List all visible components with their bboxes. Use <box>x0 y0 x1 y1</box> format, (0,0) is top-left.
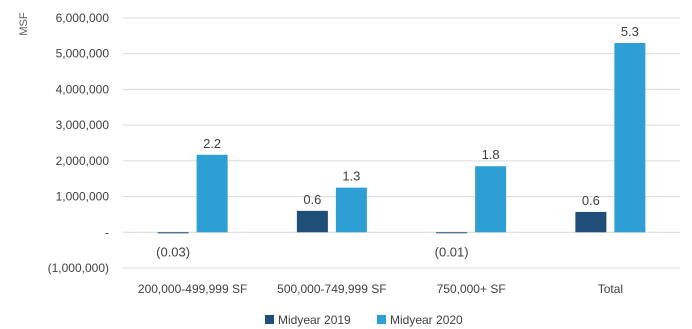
data-label: 1.8 <box>482 147 500 162</box>
y-tick-label: (1,000,000) <box>48 261 109 275</box>
bar-midyear-2020 <box>475 166 507 233</box>
x-tick-label: 200,000-499,999 SF <box>138 282 247 296</box>
y-tick-label: 2,000,000 <box>56 154 110 168</box>
data-label: 1.3 <box>342 169 360 184</box>
y-tick-label: - <box>105 225 109 239</box>
legend-label-midyear-2020: Midyear 2020 <box>390 313 463 327</box>
bar-midyear-2020 <box>614 43 646 233</box>
bar-midyear-2019 <box>296 210 328 233</box>
data-label: (0.03) <box>156 244 190 259</box>
y-tick-label: 1,000,000 <box>56 190 110 204</box>
y-tick-label: 5,000,000 <box>56 47 110 61</box>
legend-swatch-midyear-2019 <box>265 315 274 324</box>
data-label: 0.6 <box>582 193 600 208</box>
x-tick-label: 750,000+ SF <box>437 282 506 296</box>
x-tick-labels: 200,000-499,999 SF 500,000-749,999 SF 750,… <box>138 282 623 296</box>
bar-midyear-2019 <box>436 232 468 234</box>
y-tick-label: 3,000,000 <box>56 118 110 132</box>
data-label: 0.6 <box>303 192 321 207</box>
y-tick-labels: (1,000,000) - 1,000,000 2,000,000 3,000,000 4… <box>48 11 110 275</box>
legend-swatch-midyear-2020 <box>377 315 386 324</box>
y-axis-label: MSF <box>18 12 30 36</box>
legend: Midyear 2019 Midyear 2020 <box>265 313 463 327</box>
bar-midyear-2020 <box>335 187 367 233</box>
bar-midyear-2019 <box>157 232 189 234</box>
data-label: (0.01) <box>435 244 469 259</box>
y-tick-label: 4,000,000 <box>56 82 110 96</box>
x-tick-label: Total <box>598 282 623 296</box>
bars <box>157 43 646 234</box>
legend-label-midyear-2019: Midyear 2019 <box>278 313 351 327</box>
bar-midyear-2019 <box>575 211 607 233</box>
data-label: 5.3 <box>621 24 639 39</box>
y-tick-label: 6,000,000 <box>56 11 110 25</box>
bar-midyear-2020 <box>196 154 228 233</box>
x-tick-label: 500,000-749,999 SF <box>277 282 386 296</box>
data-labels: (0.03) 2.2 0.6 1.3 (0.01) 1.8 0.6 5.3 <box>156 24 639 259</box>
data-label: 2.2 <box>203 136 221 151</box>
